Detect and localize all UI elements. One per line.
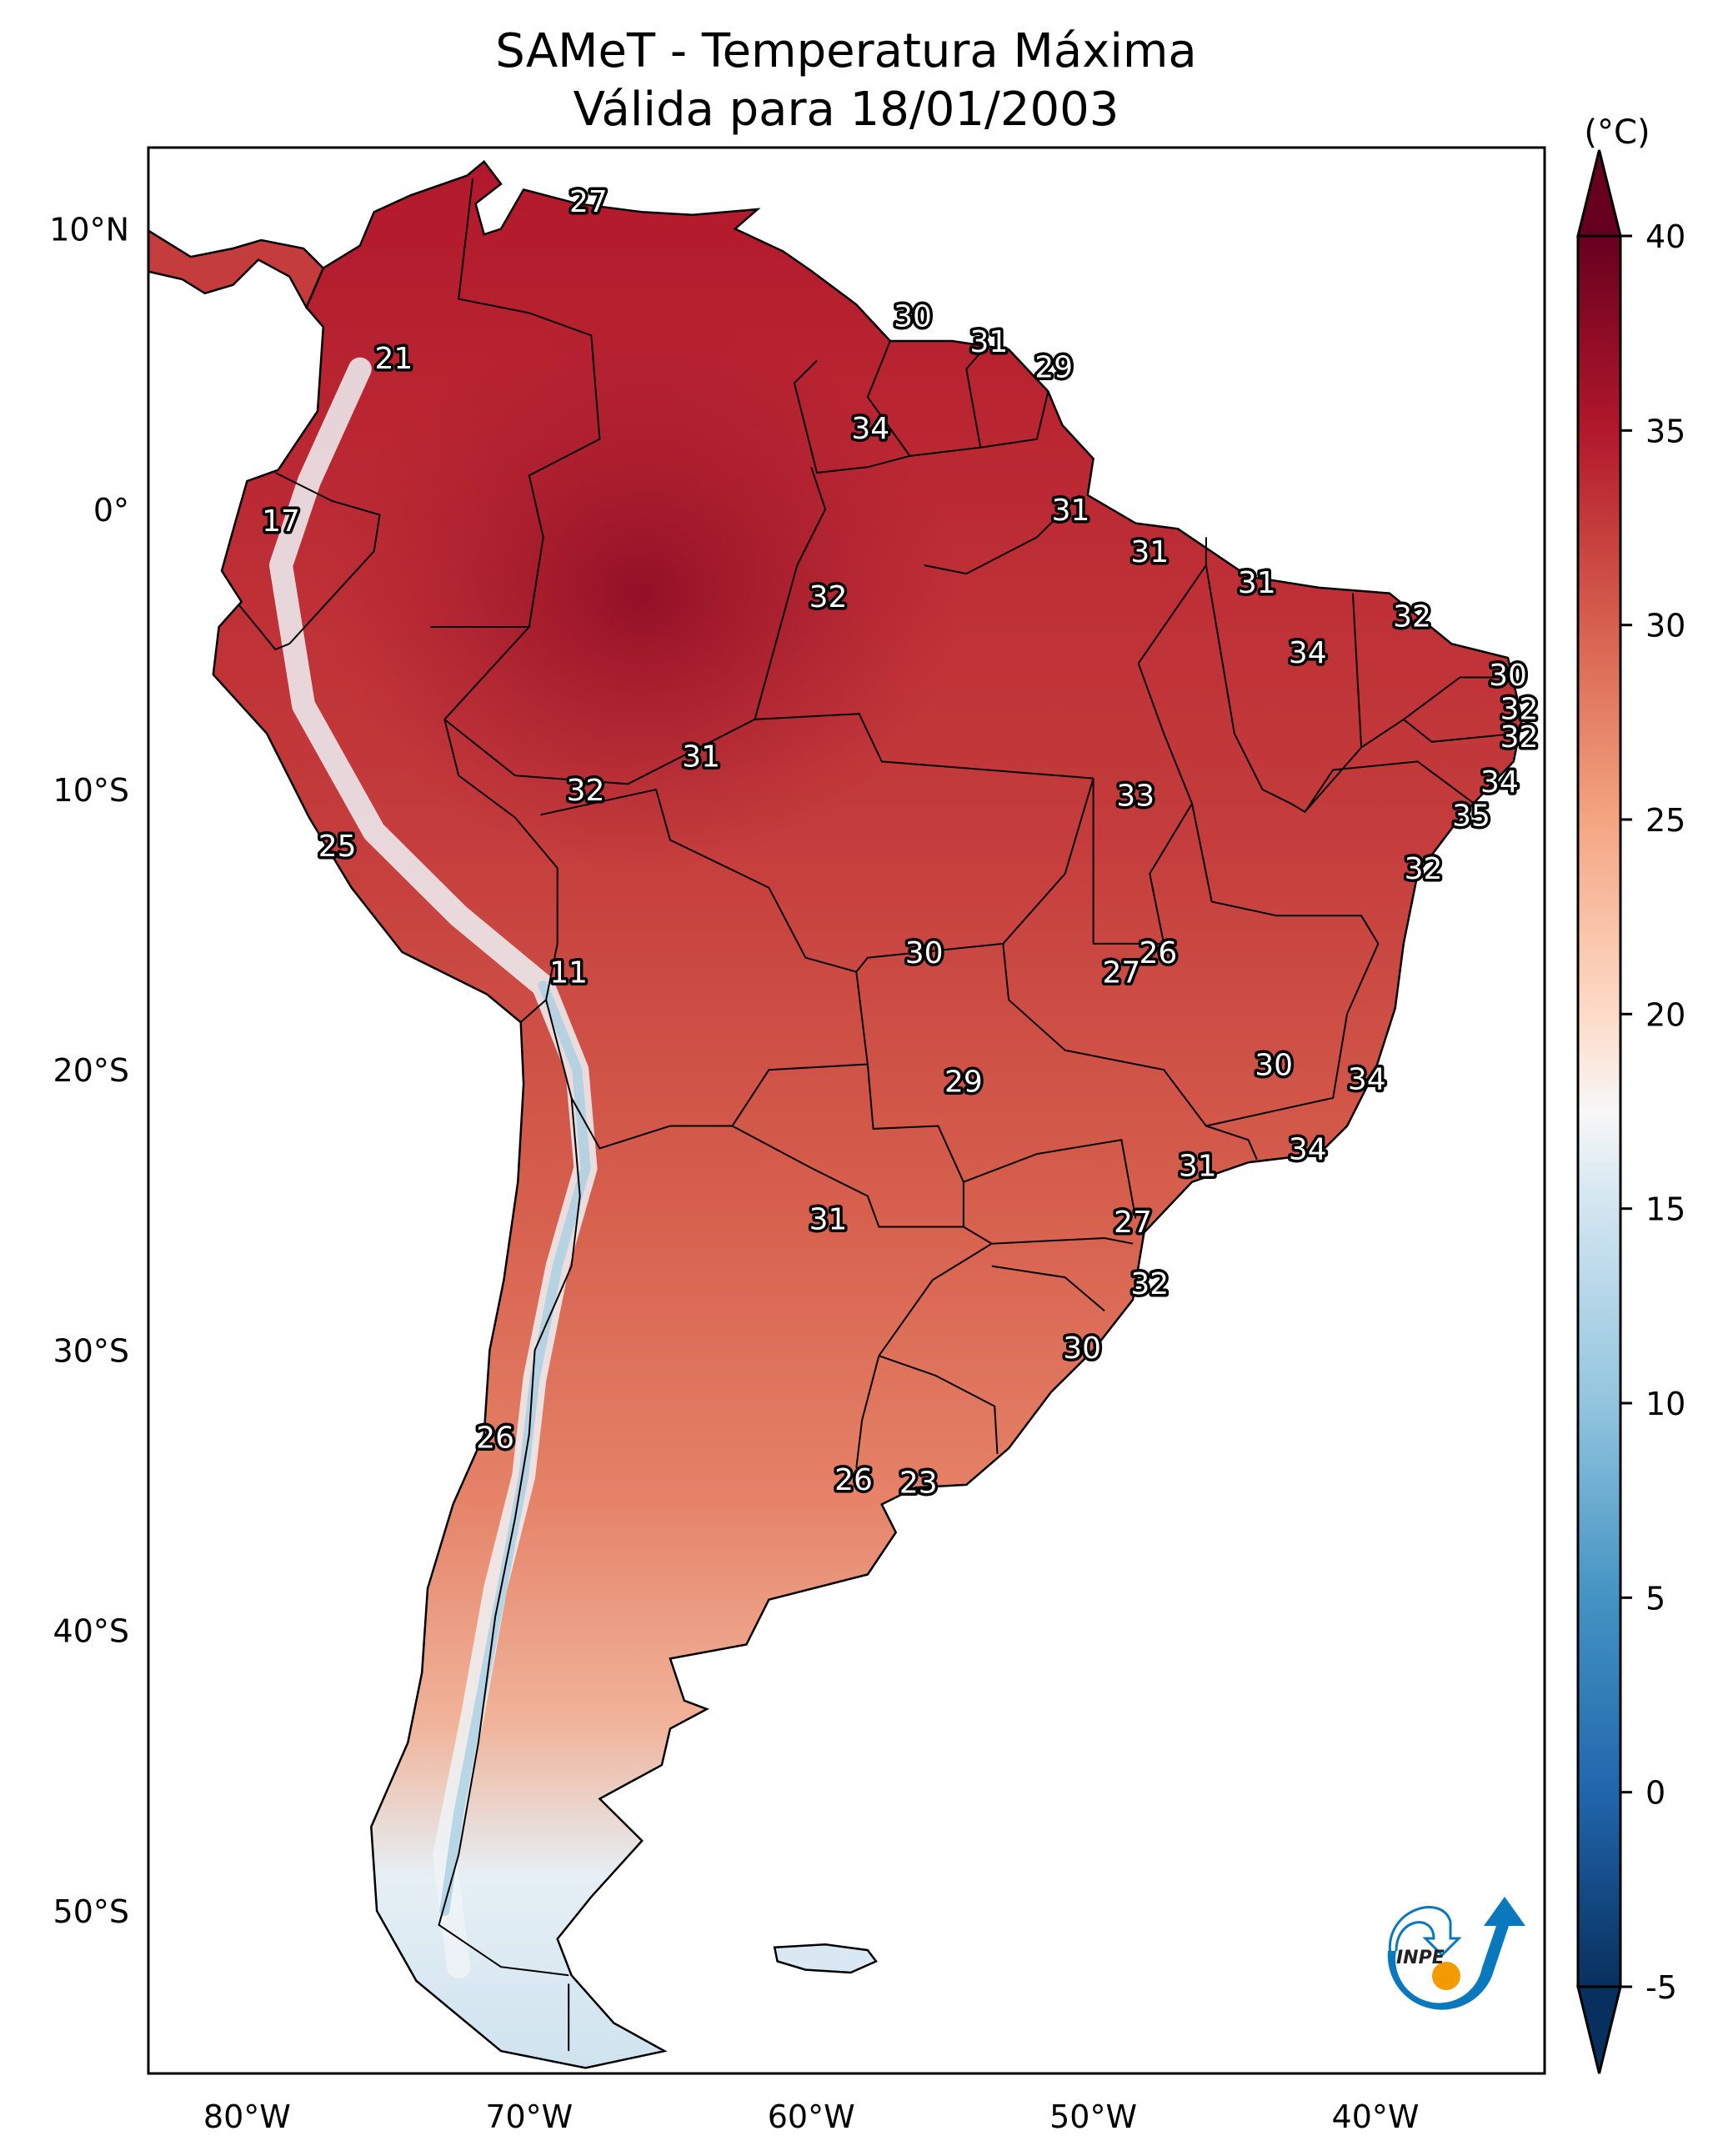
station-label: 32: [809, 580, 848, 614]
station-label: 34: [1348, 1062, 1386, 1096]
station-label: 31: [682, 740, 720, 775]
station-label: 30: [1255, 1049, 1293, 1083]
inpe-logo: INPE: [1387, 1897, 1525, 2010]
colorbar-tick-label: 20: [1645, 996, 1685, 1033]
station-label: 29: [944, 1065, 983, 1100]
station-label: 34: [851, 412, 889, 446]
station-label: 34: [1289, 1132, 1327, 1166]
central-america-landmass: [148, 229, 325, 310]
station-label: 31: [1052, 494, 1090, 528]
station-label: 30: [894, 300, 932, 334]
station-label: 26: [1139, 936, 1177, 970]
station-label: 32: [1130, 1267, 1169, 1301]
colorbar-tick-label: 5: [1645, 1580, 1665, 1617]
longitude-ticks: 80°W 70°W 60°W 50°W 40°W: [203, 2098, 1420, 2135]
y-tick-label: 50°S: [53, 1893, 129, 1930]
colorbar-tick-label: 35: [1645, 413, 1685, 449]
station-label: 32: [567, 774, 605, 808]
colorbar-extend-min: [1576, 1985, 1622, 2074]
station-label: 17: [262, 504, 300, 539]
y-tick-label: 20°S: [53, 1052, 129, 1089]
colorbar-unit-label: (°C): [1584, 113, 1650, 152]
y-tick-label: 30°S: [53, 1333, 129, 1370]
station-label: 21: [374, 342, 413, 376]
colorbar-tick-label: -5: [1645, 1969, 1677, 2006]
station-label: 31: [969, 325, 1008, 359]
colorbar-scale: [1576, 234, 1622, 1988]
map-frame: [147, 146, 1546, 2075]
colorbar-tick-label: 30: [1645, 608, 1685, 644]
station-label: 30: [1063, 1331, 1101, 1366]
colorbar: (°C) 40 35 30 25 20 15 10 5 0 -5: [1576, 113, 1685, 2074]
x-tick-label: 40°W: [1332, 2098, 1420, 2135]
x-tick-label: 70°W: [485, 2098, 573, 2135]
station-label: 30: [1489, 659, 1527, 693]
station-label: 33: [1116, 780, 1155, 814]
falkland-islands: [773, 1943, 878, 1974]
station-label: 31: [809, 1203, 848, 1237]
amazon-hot-region: [325, 318, 959, 869]
y-tick-label: 10°N: [49, 212, 129, 248]
colorbar-tick-label: 25: [1645, 802, 1685, 839]
station-label: 34: [1289, 636, 1327, 670]
logo-arrow-swoosh: [1387, 1897, 1525, 2010]
colorbar-tick-label: 0: [1645, 1775, 1665, 1812]
station-label: 32: [1500, 693, 1539, 727]
y-tick-label: 10°S: [53, 772, 129, 809]
station-label: 27: [1102, 956, 1140, 990]
station-label: 31: [1130, 535, 1169, 569]
station-label: 32: [1500, 720, 1539, 755]
station-label: 32: [1393, 600, 1431, 634]
station-label: 26: [476, 1421, 514, 1456]
colorbar-tick-label: 10: [1645, 1386, 1685, 1422]
colorbar-tick-label: 40: [1645, 218, 1685, 255]
station-label: 31: [1179, 1150, 1217, 1184]
logo-text: INPE: [1396, 1948, 1445, 1968]
x-tick-label: 80°W: [203, 2098, 291, 2135]
title-line-2: Válida para 18/01/2003: [573, 83, 1119, 137]
station-label: 27: [1114, 1206, 1152, 1240]
y-tick-label: 0°: [93, 492, 129, 529]
station-label: 35: [1452, 799, 1490, 833]
station-label: 23: [899, 1467, 938, 1501]
station-label: 25: [318, 830, 357, 864]
x-tick-label: 60°W: [768, 2098, 855, 2135]
colorbar-extend-max: [1576, 149, 1622, 238]
station-label: 29: [1034, 350, 1073, 384]
logo-sun-icon: [1432, 1962, 1460, 1990]
title-line-1: SAMeT - Temperatura Máxima: [495, 24, 1197, 78]
station-label: 27: [569, 185, 608, 219]
andes-cold-core: [439, 980, 591, 1916]
logo-orbit-icon: [1388, 1906, 1462, 1958]
y-tick-label: 40°S: [53, 1613, 129, 1650]
station-label: 31: [1238, 566, 1276, 600]
latitude-ticks: 10°N 0° 10°S 20°S 30°S 40°S 50°S: [49, 212, 129, 1931]
station-label: 11: [549, 956, 588, 990]
country-borders: [238, 178, 1517, 2052]
station-label: 26: [834, 1463, 873, 1497]
station-label: 34: [1480, 765, 1519, 800]
station-label: 30: [905, 936, 944, 970]
station-label: 32: [1405, 852, 1443, 886]
x-tick-label: 50°W: [1049, 2098, 1137, 2135]
colorbar-tick-label: 15: [1645, 1191, 1685, 1228]
colorbar-ticks: 40 35 30 25 20 15 10 5 0 -5: [1620, 218, 1685, 2006]
